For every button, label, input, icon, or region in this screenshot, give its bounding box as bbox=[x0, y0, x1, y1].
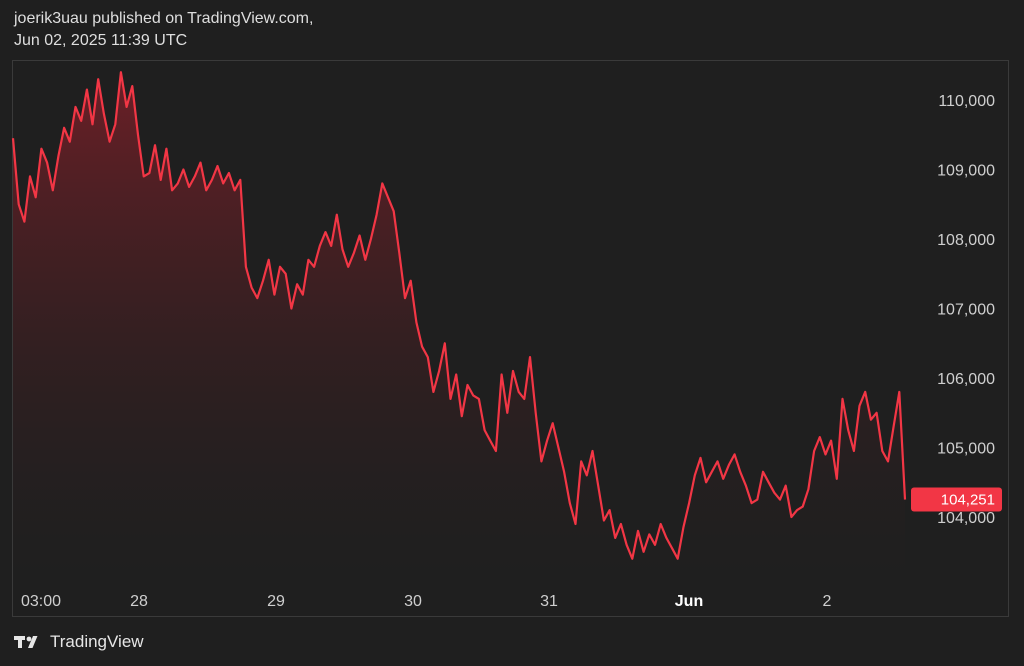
x-tick-label: 03:00 bbox=[21, 593, 61, 610]
last-price-label: 104,251 bbox=[941, 492, 995, 509]
price-series-line bbox=[11, 71, 907, 560]
brand-name: TradingView bbox=[50, 632, 144, 651]
publisher-line: joerik3uau published on TradingView.com, bbox=[14, 10, 314, 27]
x-tick-label: 30 bbox=[404, 593, 422, 610]
x-tick-label: 2 bbox=[823, 593, 832, 610]
x-tick-label: Jun bbox=[675, 593, 703, 610]
tradingview-logo-icon bbox=[14, 636, 38, 648]
y-tick-label: 106,000 bbox=[937, 371, 995, 388]
last-price-badge bbox=[911, 487, 1002, 512]
x-tick-label: 28 bbox=[130, 593, 148, 610]
y-tick-label: 110,000 bbox=[938, 93, 995, 110]
y-tick-label: 105,000 bbox=[937, 441, 995, 458]
publication-info: joerik3uau published on TradingView.com,… bbox=[14, 8, 313, 52]
y-tick-label: 104,000 bbox=[937, 510, 995, 527]
price-chart: 110,000 109,000 108,000 107,000 106,000 105,0… bbox=[11, 71, 1002, 610]
x-tick-label: 31 bbox=[540, 593, 558, 610]
publication-date: Jun 02, 2025 11:39 UTC bbox=[14, 32, 188, 49]
chart-frame bbox=[12, 60, 1009, 617]
x-tick-label: 29 bbox=[267, 593, 285, 610]
y-tick-label: 107,000 bbox=[937, 302, 995, 319]
footer-brand: TradingView bbox=[14, 632, 144, 652]
price-area-fill bbox=[13, 72, 905, 578]
y-tick-label: 109,000 bbox=[937, 163, 995, 180]
y-tick-label: 108,000 bbox=[937, 232, 995, 249]
